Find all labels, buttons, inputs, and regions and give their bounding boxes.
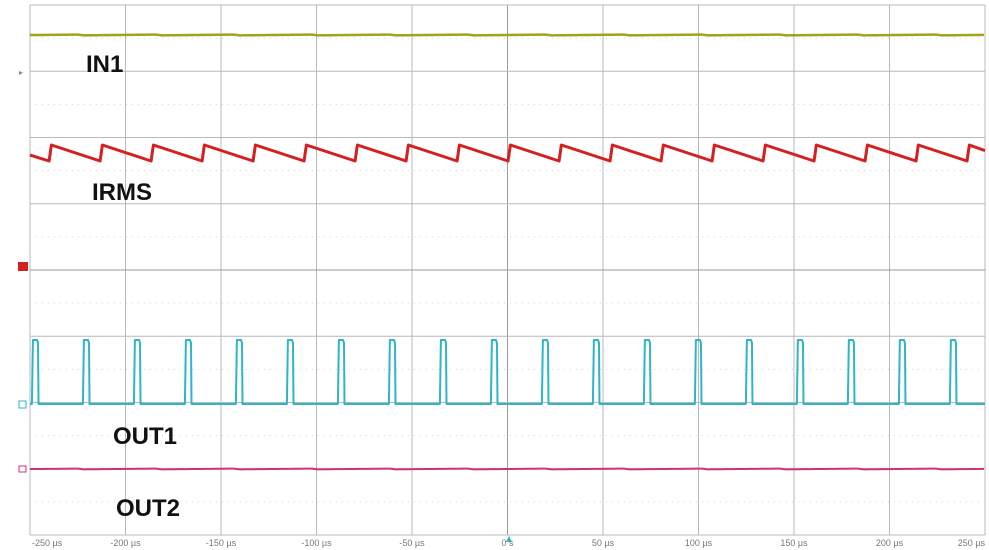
trace-in1	[29, 33, 985, 37]
x-tick-label: 150 µs	[780, 538, 808, 548]
trigger-position-marker	[506, 536, 512, 542]
x-tick-label: -200 µs	[110, 538, 141, 548]
x-tick-label: -50 µs	[399, 538, 425, 548]
trace-irms	[29, 143, 986, 163]
graticule	[29, 4, 986, 536]
irms-level-marker	[18, 262, 28, 271]
x-tick-label: -150 µs	[206, 538, 237, 548]
x-tick-label: 200 µs	[876, 538, 904, 548]
in1-level-marker: ▸	[19, 68, 23, 77]
channel-label-out1: OUT1	[113, 423, 177, 450]
time-axis: -250 µs -200 µs -150 µs -100 µs -50 µs 0 s 50 …	[32, 538, 985, 548]
channel-label-out2: OUT2	[116, 495, 180, 522]
channel-labels: IN1 IRMS OUT1 OUT2	[86, 51, 180, 522]
out1-level-marker	[18, 400, 27, 409]
x-tick-label: 50 µs	[592, 538, 615, 548]
x-tick-label: 100 µs	[685, 538, 713, 548]
channel-label-irms: IRMS	[92, 179, 152, 206]
out2-level-marker	[18, 465, 27, 473]
channel-label-in1: IN1	[86, 51, 123, 78]
channel-markers: ▸	[18, 68, 512, 542]
x-tick-label: -250 µs	[32, 538, 63, 548]
trace-out1	[30, 339, 985, 405]
x-tick-label: 0 s	[501, 538, 514, 548]
trace-group	[29, 33, 986, 471]
trace-out2	[29, 467, 985, 471]
x-tick-label: 250 µs	[958, 538, 986, 548]
x-tick-label: -100 µs	[301, 538, 332, 548]
